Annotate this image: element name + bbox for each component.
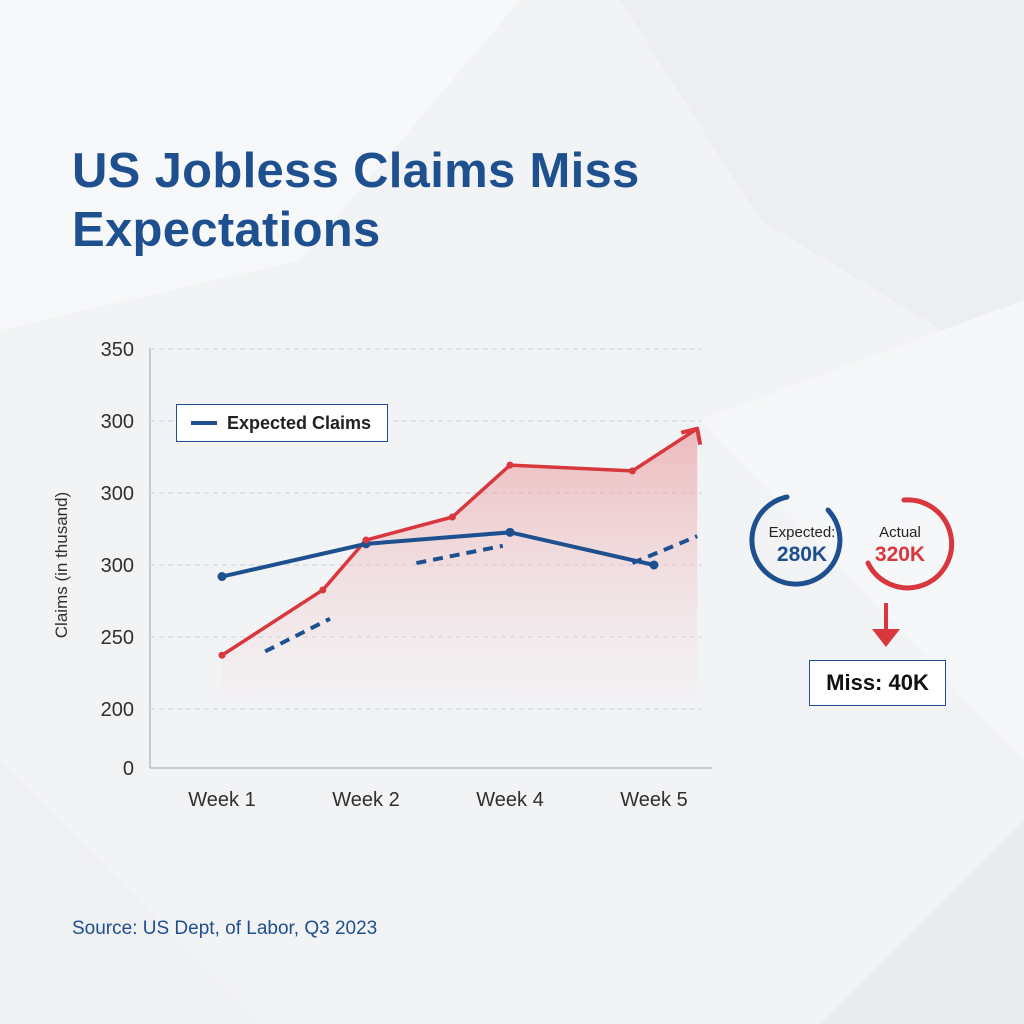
actual-area bbox=[222, 428, 698, 700]
actual-point bbox=[218, 651, 226, 659]
expected-caption: Expected: bbox=[768, 524, 836, 541]
expected-point bbox=[649, 560, 659, 570]
legend-label-expected: Expected Claims bbox=[227, 412, 372, 433]
x-tick-label: Week 1 bbox=[188, 789, 255, 811]
actual-caption: Actual bbox=[879, 524, 921, 541]
actual-point bbox=[506, 461, 514, 469]
page-title: US Jobless Claims Miss Expectations bbox=[72, 144, 640, 257]
y-tick-label: 300 bbox=[101, 483, 134, 505]
miss-badge: Miss: 40K bbox=[809, 660, 946, 706]
y-tick-label: 0 bbox=[123, 758, 134, 780]
expected-point bbox=[505, 527, 515, 537]
actual-value: 320K bbox=[874, 543, 926, 566]
y-tick-label: 200 bbox=[101, 699, 134, 721]
actual-callout: Actual 320K bbox=[845, 524, 955, 567]
y-tick-label: 300 bbox=[101, 555, 134, 577]
actual-arrow-head bbox=[680, 426, 703, 446]
expected-callout: Expected: 280K bbox=[747, 524, 857, 567]
source-note: Source: US Dept, of Labor, Q3 2023 bbox=[72, 918, 378, 939]
y-tick-label: 250 bbox=[101, 627, 134, 649]
expected-dashed-segment bbox=[264, 616, 331, 654]
x-tick-label: Week 5 bbox=[620, 789, 687, 811]
expected-value: 280K bbox=[776, 543, 828, 566]
legend-swatch-expected bbox=[191, 421, 217, 425]
actual-point bbox=[362, 536, 370, 544]
x-tick-label: Week 4 bbox=[476, 789, 543, 811]
x-tick-label: Week 2 bbox=[332, 789, 399, 811]
actual-point bbox=[448, 513, 456, 521]
y-tick-label: 300 bbox=[101, 411, 134, 433]
y-tick-label: 350 bbox=[101, 339, 134, 361]
actual-point bbox=[628, 467, 636, 475]
chart-legend: Expected Claims bbox=[176, 404, 388, 442]
expected-dashed-segment bbox=[631, 534, 698, 565]
expected-point bbox=[217, 572, 227, 582]
expected-dashed-segment bbox=[416, 543, 504, 566]
actual-point bbox=[319, 586, 327, 594]
expected-line bbox=[221, 530, 655, 579]
y-axis-label: Claims (in thusand) bbox=[52, 492, 71, 638]
